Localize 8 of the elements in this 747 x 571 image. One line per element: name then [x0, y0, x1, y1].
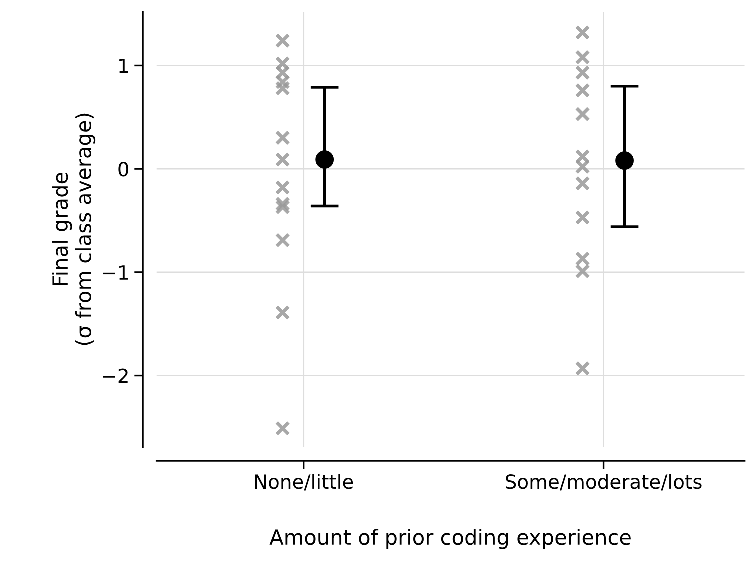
y-axis-title: Final grade (σ from class average) — [52, 114, 96, 346]
y-tick-label: 0 — [118, 162, 128, 177]
y-tick-label: −1 — [103, 266, 128, 280]
x-tick-label: Some/moderate/lots — [506, 474, 702, 491]
x-tick-label: None/little — [255, 474, 354, 491]
x-axis-title: Amount of prior coding experience — [270, 529, 631, 550]
y-tick-label: 1 — [120, 58, 128, 74]
y-tick-label: −2 — [103, 368, 128, 384]
